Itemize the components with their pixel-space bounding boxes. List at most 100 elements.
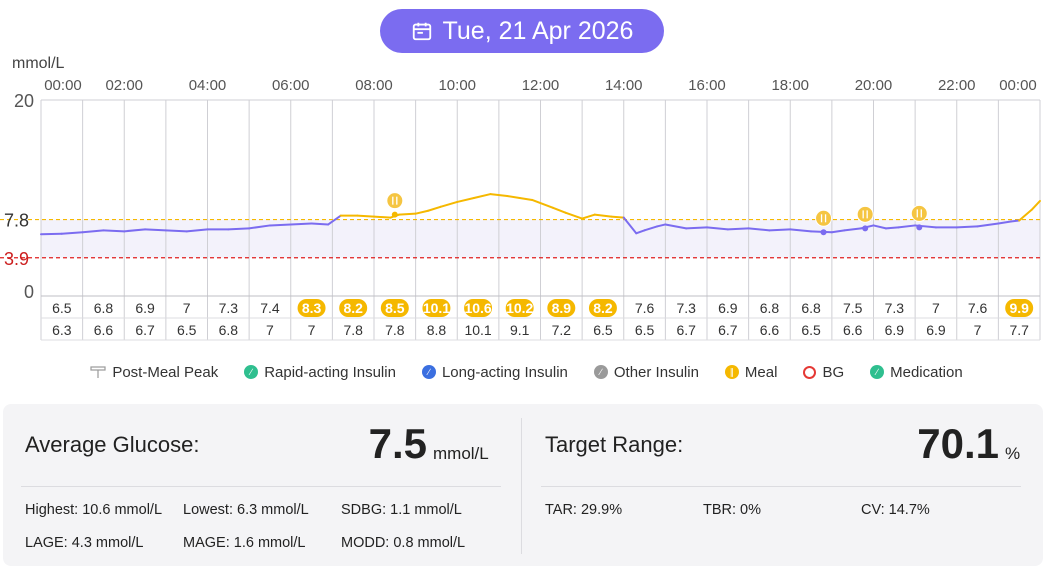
high-value-badge (422, 299, 451, 317)
meal-marker (386, 192, 404, 210)
legend-item-bg[interactable]: BG (803, 364, 844, 381)
glucose-line-segment (747, 227, 771, 232)
hourly-value: 6.6 (843, 322, 863, 338)
stat-sdbg: SDBG: 1.1 mmol/L (341, 502, 462, 518)
hourly-value: 6.9 (926, 322, 946, 338)
hourly-value: 10.1 (423, 300, 450, 316)
glucose-line-segment (1030, 199, 1041, 211)
hourly-value: 6.7 (718, 322, 738, 338)
glucose-line-segment (664, 223, 688, 230)
rapid-insulin-icon: ∕ (244, 365, 259, 379)
glucose-line-segment (102, 229, 126, 233)
x-tick-label: 02:00 (105, 77, 143, 94)
glucose-line-segment (656, 223, 667, 228)
calendar-icon (412, 22, 431, 41)
meal-icon (386, 192, 404, 210)
stats-panel: Average Glucose: 7.5 mmol/L Target Range… (3, 404, 1043, 566)
stat-tbr: TBR: 0% (703, 502, 762, 518)
hourly-value: 6.9 (718, 300, 738, 316)
y-tick-label: 7.8 (4, 211, 29, 231)
average-glucose-label: Average Glucose: (25, 432, 200, 457)
hourly-value: 6.5 (635, 322, 655, 338)
glucose-line-segment (997, 220, 1012, 225)
meal-marker (856, 205, 874, 223)
legend-label: Other Insulin (613, 363, 699, 381)
hourly-value: 6.8 (801, 300, 821, 316)
glucose-line-segment (506, 195, 521, 199)
legend-item-meal[interactable]: ∥ Meal (724, 364, 777, 381)
x-tick-label: 12:00 (522, 77, 560, 94)
glucose-line-segment (414, 209, 430, 215)
glucose-line-segment (1018, 208, 1033, 222)
meal-point (820, 229, 827, 236)
high-value-badge (297, 299, 326, 317)
hourly-value: 9.1 (510, 322, 530, 338)
glucose-line-segment (622, 216, 638, 235)
legend-item-long-insulin[interactable]: ∕ Long-acting Insulin (421, 364, 568, 381)
legend-label: Post-Meal Peak (112, 363, 219, 381)
high-value-badge (339, 299, 368, 317)
glucose-line-segment (397, 212, 417, 216)
y-axis-unit-label: mmol/L (12, 55, 65, 72)
legend-item-medication[interactable]: ∕ Medication (870, 364, 963, 381)
hourly-value: 7 (974, 322, 982, 338)
high-value-badge (505, 299, 534, 317)
hourly-value: 7 (308, 322, 316, 338)
date-label: Tue, 21 Apr 2026 (442, 16, 634, 45)
hourly-value: 7.3 (885, 300, 905, 316)
date-selector-button[interactable]: Tue, 21 Apr 2026 (380, 9, 664, 53)
hourly-value: 6.5 (177, 322, 197, 338)
x-tick-label: 16:00 (688, 77, 726, 94)
glucose-line-segment (564, 211, 584, 220)
high-value-badge (588, 299, 617, 317)
legend-item-post-meal-peak[interactable]: Post-Meal Peak (90, 364, 218, 381)
legend-item-other-insulin[interactable]: ∕ Other Insulin (593, 363, 699, 381)
hourly-value: 7.3 (676, 300, 696, 316)
x-tick-label: 04:00 (189, 77, 227, 94)
hourly-value: 7.4 (260, 300, 280, 316)
high-value-badge (380, 299, 409, 317)
hourly-value: 6.8 (219, 322, 239, 338)
stat-lowest: Lowest: 6.3 mmol/L (183, 502, 309, 518)
hourly-value: 7 (932, 300, 940, 316)
glucose-line-segment (373, 215, 392, 219)
hourly-value: 8.2 (343, 300, 363, 316)
glucose-line-segment (531, 198, 554, 209)
meal-icon (815, 209, 833, 227)
target-range-unit: % (1005, 444, 1021, 463)
hourly-value: 6.5 (801, 322, 821, 338)
medication-icon: ∕ (870, 365, 885, 379)
hourly-value: 7 (266, 322, 274, 338)
glucose-line-segment (897, 224, 917, 229)
glucose-line-segment (248, 224, 271, 230)
glucose-line-segment (472, 193, 492, 199)
meal-point (862, 225, 869, 232)
glucose-line-segment (872, 224, 887, 230)
hourly-value: 7 (183, 300, 191, 316)
hourly-value: 6.8 (94, 300, 114, 316)
glucose-line-segment (327, 214, 342, 226)
hourly-value: 7.3 (219, 300, 239, 316)
hourly-value: 10.1 (464, 322, 491, 338)
x-tick-label: 18:00 (771, 77, 809, 94)
meal-point (916, 224, 923, 231)
hourly-value: 10.6 (464, 300, 491, 316)
target-range-value: 70.1 (917, 420, 999, 467)
glucose-line-segment (726, 227, 750, 231)
glucose-line-segment (830, 229, 846, 234)
hourly-value: 7.8 (343, 322, 363, 338)
glucose-line-segment (976, 222, 1000, 228)
x-tick-label: 14:00 (605, 77, 643, 94)
x-tick-label: 20:00 (855, 77, 893, 94)
glucose-line-segment (439, 200, 459, 208)
hourly-value: 10.2 (506, 300, 533, 316)
glucose-line-segment (789, 228, 813, 233)
glucose-line-segment (610, 215, 625, 219)
hourly-value: 6.6 (760, 322, 780, 338)
legend-item-rapid-insulin[interactable]: ∕ Rapid-acting Insulin (244, 364, 396, 381)
hourly-value: 6.3 (52, 322, 72, 338)
glucose-line-segment (60, 231, 84, 235)
x-tick-label: 10:00 (438, 77, 476, 94)
high-value-badge (1005, 299, 1034, 317)
glucose-line-segment (144, 228, 167, 232)
